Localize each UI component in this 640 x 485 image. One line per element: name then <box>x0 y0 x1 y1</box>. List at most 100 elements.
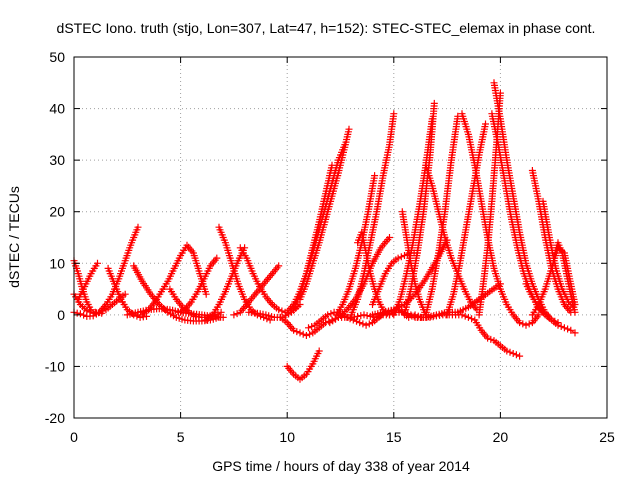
data-point <box>96 308 104 316</box>
data-arc <box>422 112 462 319</box>
data-arc <box>138 241 210 319</box>
plot-frame <box>73 56 608 419</box>
data-point <box>345 125 353 133</box>
data-point <box>315 347 323 355</box>
data-marker <box>308 323 316 330</box>
data-point <box>83 307 91 315</box>
data-marker <box>306 330 314 338</box>
data-arc <box>202 244 249 324</box>
data-point <box>371 172 379 180</box>
data-point <box>571 308 579 316</box>
data-marker <box>278 307 286 315</box>
data-marker <box>353 317 360 325</box>
y-tick-label: 40 <box>49 101 65 117</box>
data-marker <box>397 253 405 261</box>
data-point <box>76 310 84 318</box>
data-point <box>516 352 524 360</box>
data-marker <box>357 312 365 320</box>
x-tick-label: 5 <box>177 429 185 445</box>
data-point <box>202 290 210 298</box>
data-arc <box>70 223 142 320</box>
data-point <box>305 324 312 332</box>
data-marker <box>233 310 241 318</box>
data-marker <box>487 335 495 343</box>
data-marker <box>133 312 141 320</box>
data-marker <box>73 309 81 317</box>
data-point <box>430 99 438 107</box>
y-tick-label: 30 <box>49 152 65 168</box>
data-marker <box>178 307 186 315</box>
data-point <box>407 311 415 319</box>
data-point <box>394 254 402 262</box>
data-point <box>219 313 227 321</box>
data-arc <box>332 172 379 319</box>
data-arc <box>230 262 283 319</box>
data-marker <box>365 320 373 328</box>
data-arc <box>347 110 398 319</box>
data-point <box>266 316 274 324</box>
data-marker <box>468 315 476 323</box>
data-marker <box>327 310 335 318</box>
data-point <box>484 334 492 342</box>
data-arc <box>401 99 438 319</box>
data-point <box>275 306 283 314</box>
data-point <box>217 308 225 316</box>
data-point <box>302 332 310 339</box>
data-point <box>134 223 142 231</box>
y-axis-label: dSTEC / TECUs <box>6 186 22 288</box>
chart-title: dSTEC Iono. truth (stjo, Lon=307, Lat=47… <box>57 20 596 36</box>
x-tick-label: 0 <box>70 429 78 445</box>
data-point <box>482 120 489 128</box>
data-arc <box>175 254 221 316</box>
data-point <box>360 311 368 319</box>
data-marker <box>346 315 354 323</box>
data-marker <box>363 312 371 320</box>
x-axis-label: GPS time / hours of day 338 of year 2014 <box>212 458 470 474</box>
data-point <box>390 110 398 118</box>
data-point <box>94 259 101 267</box>
arc-trace <box>393 118 433 316</box>
data-marker <box>99 307 107 315</box>
data-marker <box>557 323 565 330</box>
data-point <box>175 308 182 316</box>
data-point <box>386 234 393 241</box>
data-point <box>554 321 562 329</box>
data-arc <box>104 264 150 321</box>
y-tick-label: 10 <box>49 255 65 271</box>
y-tick-label: -20 <box>45 410 65 426</box>
data-point <box>560 324 568 332</box>
data-marker <box>359 320 367 328</box>
x-tick-label: 20 <box>493 429 509 445</box>
y-tick-label: 0 <box>57 307 65 323</box>
data-point <box>567 326 575 334</box>
data-point <box>296 329 304 337</box>
data-point <box>571 329 579 337</box>
data-marker <box>86 308 94 316</box>
data-point <box>324 311 332 319</box>
data-point <box>230 311 238 319</box>
data-point <box>213 254 221 262</box>
data-marker <box>410 312 418 320</box>
arc-trace <box>491 113 544 313</box>
data-marker <box>564 325 572 333</box>
data-marker <box>525 320 533 328</box>
y-tick-label: 50 <box>49 49 65 65</box>
grid <box>74 57 607 418</box>
data-point <box>516 319 524 327</box>
x-tick-label: 25 <box>599 429 615 445</box>
data-point <box>458 311 466 319</box>
data-point <box>349 316 357 324</box>
data-point <box>121 290 129 298</box>
data-arc <box>390 115 436 319</box>
data-arc <box>550 239 579 316</box>
data-point <box>356 319 364 327</box>
data-point <box>535 311 543 319</box>
data-marker <box>461 312 469 320</box>
data-point <box>509 350 517 357</box>
data-point <box>522 321 530 329</box>
data-arc <box>296 125 353 303</box>
data-arc <box>522 280 579 337</box>
x-tick-label: 15 <box>386 429 402 445</box>
